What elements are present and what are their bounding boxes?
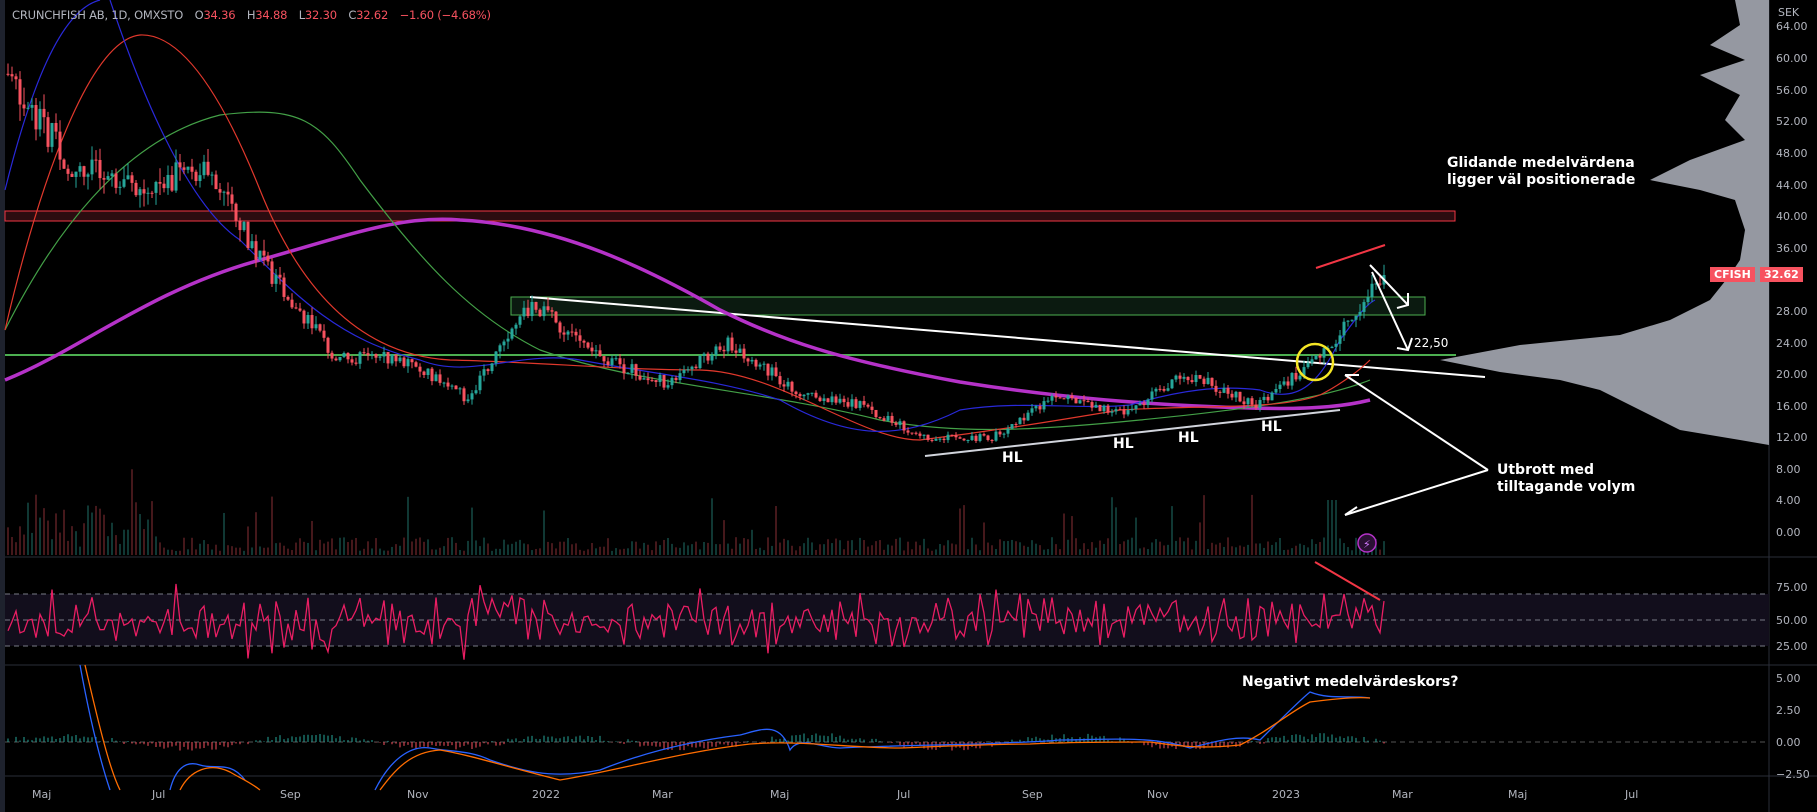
ma-mid <box>4 34 1371 441</box>
time-tick: Mar <box>1392 788 1413 801</box>
low-value: 32.30 <box>304 8 337 22</box>
time-tick: Maj <box>32 788 52 801</box>
time-tick: Jul <box>152 788 166 801</box>
price-tick: 36.00 <box>1776 242 1808 255</box>
price-tick: 64.00 <box>1776 20 1808 33</box>
price-tick: 44.00 <box>1776 179 1808 192</box>
macd-tick: 0.00 <box>1776 736 1801 749</box>
change-value: −1.60 (−4.68%) <box>399 8 491 22</box>
time-tick: Jul <box>1625 788 1639 801</box>
price-tick: 24.00 <box>1776 337 1808 350</box>
price-tick: 52.00 <box>1776 115 1808 128</box>
last-price-tag: 32.62 <box>1760 267 1803 282</box>
price-tick: 56.00 <box>1776 84 1808 97</box>
annotation-arrows <box>1344 264 1489 516</box>
time-tick: Jul <box>897 788 911 801</box>
time-tick: 2023 <box>1272 788 1300 801</box>
price-tick: 28.00 <box>1776 305 1808 318</box>
rsi-divergence-line <box>1314 561 1381 601</box>
currency-label: SEK <box>1778 6 1800 19</box>
hl-label: HL <box>1002 450 1023 466</box>
price-resistance-trend <box>1315 244 1386 269</box>
macd-annotation: Negativt medelvärdeskors? <box>1242 674 1459 690</box>
price-candles <box>6 63 1386 444</box>
lightning-icon: ⚡ <box>1363 538 1371 551</box>
volume-profile <box>1440 0 1769 445</box>
price-tick: 16.00 <box>1776 400 1808 413</box>
symbol-tag: CFISH <box>1710 267 1755 282</box>
macd-line <box>79 664 1371 791</box>
ma-200 <box>4 217 1371 411</box>
price-tick: 20.00 <box>1776 368 1808 381</box>
resistance-zone-red <box>4 210 1456 222</box>
time-tick: Maj <box>770 788 790 801</box>
ma-annotation: Glidande medelvärdena ligger väl positio… <box>1447 155 1636 188</box>
price-tick: 4.00 <box>1776 494 1801 507</box>
uptrend-line <box>924 409 1341 457</box>
close-value: 32.62 <box>356 8 389 22</box>
rsi-tick: 75.00 <box>1776 581 1808 594</box>
price-tick: 12.00 <box>1776 431 1808 444</box>
time-tick: Sep <box>1022 788 1043 801</box>
open-value: 34.36 <box>203 8 236 22</box>
time-tick: Nov <box>407 788 429 801</box>
time-tick: Mar <box>652 788 673 801</box>
rsi-tick: 50.00 <box>1776 614 1808 627</box>
price-tick: 48.00 <box>1776 147 1808 160</box>
rsi-tick: 25.00 <box>1776 640 1808 653</box>
rsi-line <box>7 583 1385 660</box>
hl-label: HL <box>1178 430 1199 446</box>
breakout-annotation: Utbrott med tilltagande volym <box>1497 462 1636 495</box>
price-tick: 60.00 <box>1776 52 1808 65</box>
macd-tick: 2.50 <box>1776 704 1801 717</box>
resistance-zone-green <box>510 296 1426 316</box>
downtrend-line <box>529 296 1486 378</box>
symbol-name: CRUNCHFISH AB, 1D, OMXSTO <box>12 8 184 22</box>
time-tick: Nov <box>1147 788 1169 801</box>
macd-tick: −2.50 <box>1776 768 1810 781</box>
symbol-legend: CRUNCHFISH AB, 1D, OMXSTO O34.36 H34.88 … <box>12 8 491 22</box>
price-tick: 0.00 <box>1776 526 1801 539</box>
price-tick: 40.00 <box>1776 210 1808 223</box>
time-tick: 2022 <box>532 788 560 801</box>
macd-tick: 5.00 <box>1776 672 1801 685</box>
hl-label: HL <box>1113 436 1134 452</box>
alert-icon[interactable] <box>1357 533 1377 553</box>
high-value: 34.88 <box>255 8 288 22</box>
volume-bars <box>7 469 1385 555</box>
macd-signal <box>84 664 1371 791</box>
breakout-circle <box>1295 342 1335 382</box>
macd-histogram <box>7 733 1385 751</box>
price-tick: 8.00 <box>1776 463 1801 476</box>
hl-label: HL <box>1261 419 1282 435</box>
target-price-label: 22,50 <box>1414 336 1449 350</box>
time-tick: Maj <box>1508 788 1528 801</box>
ma-slow <box>4 111 1371 431</box>
time-tick: Sep <box>280 788 301 801</box>
